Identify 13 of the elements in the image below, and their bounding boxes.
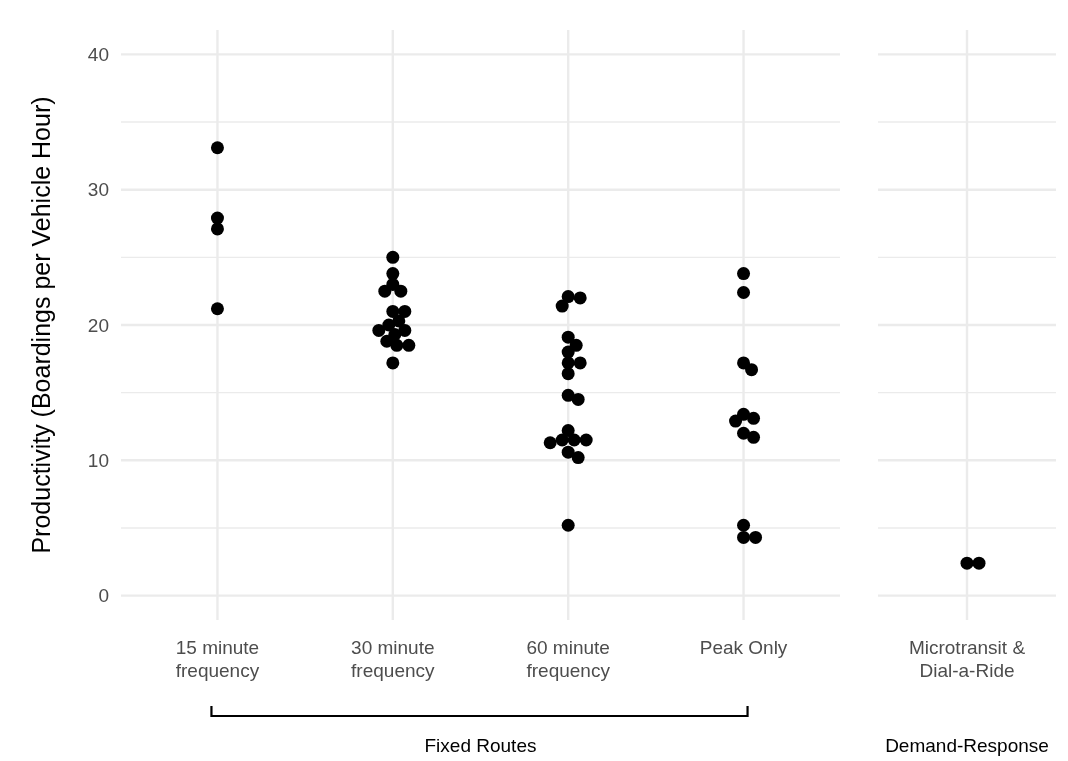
- y-tick-label: 10: [87, 449, 109, 471]
- y-tick-label: 20: [87, 314, 109, 336]
- x-tick-label: Microtransit & Dial-a-Ride: [908, 637, 1026, 681]
- x-tick-label: Peak Only: [699, 637, 788, 658]
- y-tick-label: 30: [87, 179, 109, 201]
- text: Fixed Routes: [424, 735, 537, 756]
- text: Demand-Response: [885, 735, 1049, 756]
- y-tick-label: 40: [87, 44, 109, 66]
- y-tick-label: 0: [98, 585, 109, 607]
- x-tick-label: 15 minute frequency: [175, 637, 260, 681]
- y-axis-title: Productivity (Boardings per Vehicle Hour): [27, 96, 55, 554]
- x-tick-label: 30 minute frequency: [351, 637, 436, 681]
- x-tick-label: 60 minute frequency: [526, 637, 611, 681]
